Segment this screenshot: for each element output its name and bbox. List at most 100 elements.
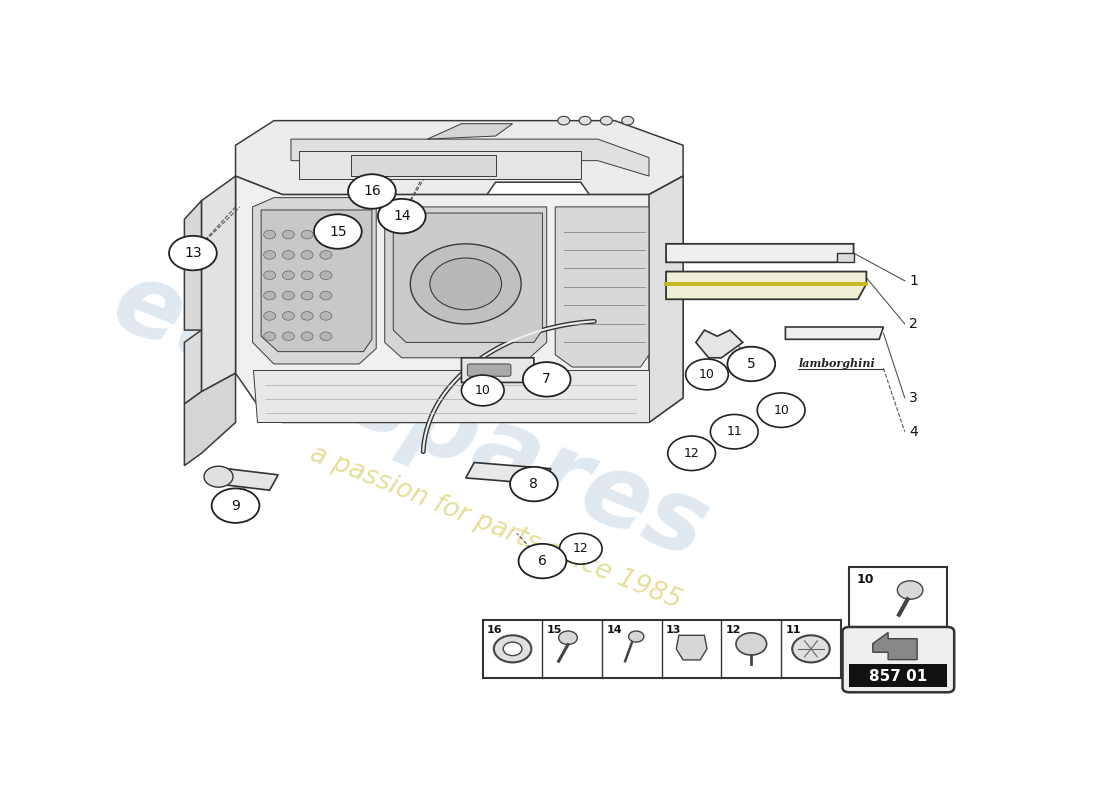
- Circle shape: [264, 332, 276, 341]
- FancyBboxPatch shape: [483, 619, 840, 678]
- Polygon shape: [696, 330, 742, 358]
- Circle shape: [283, 332, 295, 341]
- Text: 12: 12: [684, 446, 700, 460]
- Circle shape: [628, 631, 643, 642]
- Circle shape: [736, 633, 767, 655]
- Circle shape: [264, 291, 276, 300]
- Text: 13: 13: [184, 246, 201, 260]
- Text: 13: 13: [666, 625, 681, 634]
- Text: 16: 16: [363, 185, 381, 198]
- Circle shape: [301, 230, 314, 239]
- Circle shape: [301, 250, 314, 259]
- Circle shape: [559, 631, 578, 645]
- Circle shape: [668, 436, 715, 470]
- Polygon shape: [666, 271, 867, 299]
- Circle shape: [378, 199, 426, 234]
- Text: 3: 3: [909, 391, 917, 405]
- Polygon shape: [261, 210, 372, 352]
- Polygon shape: [185, 330, 201, 404]
- Text: 7: 7: [542, 372, 551, 386]
- Circle shape: [462, 375, 504, 406]
- Circle shape: [510, 467, 558, 502]
- Circle shape: [264, 250, 276, 259]
- Polygon shape: [185, 373, 235, 466]
- Circle shape: [518, 544, 567, 578]
- Circle shape: [558, 116, 570, 125]
- Circle shape: [522, 362, 571, 397]
- Text: 15: 15: [547, 625, 562, 634]
- Polygon shape: [351, 154, 495, 176]
- Circle shape: [264, 230, 276, 239]
- Circle shape: [314, 214, 362, 249]
- Circle shape: [264, 271, 276, 279]
- FancyBboxPatch shape: [849, 664, 947, 687]
- Polygon shape: [290, 139, 649, 176]
- Circle shape: [211, 488, 260, 523]
- Circle shape: [685, 359, 728, 390]
- Circle shape: [320, 311, 332, 320]
- Circle shape: [621, 116, 634, 125]
- Polygon shape: [462, 358, 534, 382]
- Text: a passion for parts since 1985: a passion for parts since 1985: [306, 441, 685, 614]
- Circle shape: [283, 291, 295, 300]
- Text: 10: 10: [698, 368, 715, 381]
- Circle shape: [169, 236, 217, 270]
- Text: 4: 4: [909, 425, 917, 438]
- Polygon shape: [649, 176, 683, 422]
- Text: lamborghini: lamborghini: [799, 358, 875, 370]
- Circle shape: [301, 271, 314, 279]
- Text: 11: 11: [726, 426, 742, 438]
- Circle shape: [503, 642, 522, 656]
- Text: 8: 8: [529, 477, 538, 491]
- Circle shape: [283, 230, 295, 239]
- Polygon shape: [427, 124, 513, 139]
- Circle shape: [264, 311, 276, 320]
- Text: 857 01: 857 01: [869, 669, 927, 684]
- Circle shape: [410, 244, 521, 324]
- Polygon shape: [394, 213, 542, 342]
- Polygon shape: [385, 207, 547, 358]
- Circle shape: [320, 291, 332, 300]
- Text: 12: 12: [573, 542, 588, 555]
- Circle shape: [792, 635, 829, 662]
- Polygon shape: [299, 151, 581, 179]
- Circle shape: [283, 271, 295, 279]
- Circle shape: [204, 466, 233, 487]
- Text: 10: 10: [773, 404, 789, 417]
- Circle shape: [283, 311, 295, 320]
- Circle shape: [283, 250, 295, 259]
- Text: 15: 15: [329, 225, 346, 238]
- Text: 14: 14: [393, 209, 410, 223]
- Circle shape: [301, 332, 314, 341]
- Text: 16: 16: [487, 625, 503, 634]
- Text: 5: 5: [747, 357, 756, 371]
- Text: 11: 11: [785, 625, 801, 634]
- Circle shape: [757, 393, 805, 427]
- Circle shape: [320, 332, 332, 341]
- FancyBboxPatch shape: [849, 567, 947, 629]
- Circle shape: [898, 581, 923, 599]
- Circle shape: [711, 414, 758, 449]
- Circle shape: [320, 271, 332, 279]
- Polygon shape: [666, 244, 854, 262]
- FancyBboxPatch shape: [843, 627, 954, 692]
- Circle shape: [560, 534, 602, 564]
- Polygon shape: [785, 327, 883, 339]
- Polygon shape: [465, 462, 551, 484]
- Polygon shape: [253, 198, 376, 364]
- Circle shape: [727, 346, 776, 382]
- Text: 2: 2: [909, 317, 917, 331]
- Text: 9: 9: [231, 498, 240, 513]
- Polygon shape: [676, 635, 707, 660]
- Polygon shape: [185, 201, 201, 330]
- Circle shape: [348, 174, 396, 209]
- Circle shape: [320, 230, 332, 239]
- Text: 12: 12: [726, 625, 741, 634]
- Polygon shape: [235, 121, 683, 194]
- Circle shape: [579, 116, 591, 125]
- Polygon shape: [872, 633, 917, 660]
- Polygon shape: [201, 176, 235, 392]
- Circle shape: [494, 635, 531, 662]
- Circle shape: [301, 311, 314, 320]
- Text: 10: 10: [856, 574, 873, 586]
